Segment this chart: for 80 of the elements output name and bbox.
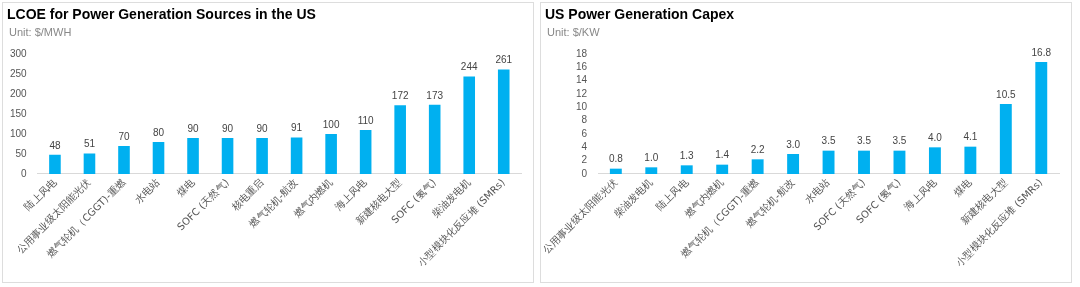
x-tick-label: 煤电 xyxy=(951,176,974,199)
bar xyxy=(428,104,441,174)
y-tick-label: 300 xyxy=(10,47,28,59)
data-label: 90 xyxy=(256,122,269,134)
y-tick-label: 2 xyxy=(581,154,588,166)
bar xyxy=(716,164,729,174)
data-label: 2.2 xyxy=(750,144,766,156)
data-label: 110 xyxy=(357,114,375,126)
x-tick-label: 水电站 xyxy=(132,176,162,206)
data-label: 100 xyxy=(322,118,340,130)
bar xyxy=(325,134,337,174)
y-axis-title: Unit: $/MWH xyxy=(8,25,73,38)
data-label: 3.5 xyxy=(892,135,907,147)
y-tick-label: 8 xyxy=(581,114,588,126)
bar xyxy=(221,138,234,174)
bar xyxy=(256,138,268,174)
chart-title: US Power Generation Capex xyxy=(544,5,736,22)
y-tick-label: 0 xyxy=(21,167,28,179)
bar xyxy=(1035,62,1048,174)
y-tick-label: 100 xyxy=(10,127,28,139)
bar xyxy=(463,76,476,174)
x-tick-label: 海上风电 xyxy=(902,176,939,213)
x-tick-label: 煤电 xyxy=(174,176,197,199)
bar xyxy=(751,159,764,174)
bar xyxy=(187,138,199,174)
data-label: 173 xyxy=(426,89,444,101)
data-label: 261 xyxy=(495,54,513,66)
bar xyxy=(680,165,693,174)
bar xyxy=(49,154,61,174)
y-tick-label: 18 xyxy=(575,47,588,59)
data-label: 80 xyxy=(152,126,165,138)
data-label: 91 xyxy=(291,122,303,134)
y-tick-label: 200 xyxy=(10,87,28,99)
data-label: 51 xyxy=(83,138,96,150)
data-label: 48 xyxy=(49,139,61,151)
y-tick-label: 16 xyxy=(575,61,588,73)
y-tick-label: 50 xyxy=(15,147,28,159)
bar xyxy=(394,105,406,174)
y-tick-label: 12 xyxy=(575,87,588,99)
y-tick-label: 10 xyxy=(575,101,588,113)
data-label: 1.4 xyxy=(715,149,730,161)
bar xyxy=(497,69,510,174)
bar xyxy=(645,167,658,174)
data-label: 244 xyxy=(460,61,478,73)
data-label: 172 xyxy=(391,89,409,101)
y-tick-label: 0 xyxy=(581,167,588,179)
bar xyxy=(118,146,130,174)
data-label: 0.8 xyxy=(608,153,624,165)
bar xyxy=(787,154,800,174)
x-tick-label: 水电站 xyxy=(802,176,832,206)
bar xyxy=(359,130,372,174)
y-tick-label: 150 xyxy=(10,107,28,119)
chart-title: LCOE for Power Generation Sources in the US xyxy=(6,5,317,22)
data-label: 1.0 xyxy=(644,152,659,164)
y-tick-label: 14 xyxy=(575,74,588,86)
data-label: 3.5 xyxy=(857,135,872,147)
y-tick-label: 4 xyxy=(581,141,588,153)
data-label: 90 xyxy=(187,122,200,134)
data-label: 90 xyxy=(222,122,234,134)
data-label: 1.3 xyxy=(679,150,695,162)
bar xyxy=(928,147,941,174)
y-tick-label: 250 xyxy=(10,67,28,79)
data-label: 4.0 xyxy=(927,132,943,144)
bar xyxy=(609,168,622,174)
data-label: 3.5 xyxy=(821,135,836,147)
data-label: 3.0 xyxy=(786,138,801,150)
data-label: 16.8 xyxy=(1031,46,1052,58)
bar xyxy=(893,150,906,174)
bar xyxy=(964,146,977,174)
bar xyxy=(83,153,96,174)
bar xyxy=(822,150,835,174)
data-label: 70 xyxy=(118,130,130,142)
bar xyxy=(152,142,165,174)
bar xyxy=(290,137,303,174)
data-label: 4.1 xyxy=(963,131,978,143)
bar xyxy=(858,150,870,174)
bar xyxy=(999,104,1012,174)
y-tick-label: 6 xyxy=(581,127,588,139)
data-label: 10.5 xyxy=(996,88,1016,100)
y-axis-title: Unit: $/KW xyxy=(546,25,601,38)
